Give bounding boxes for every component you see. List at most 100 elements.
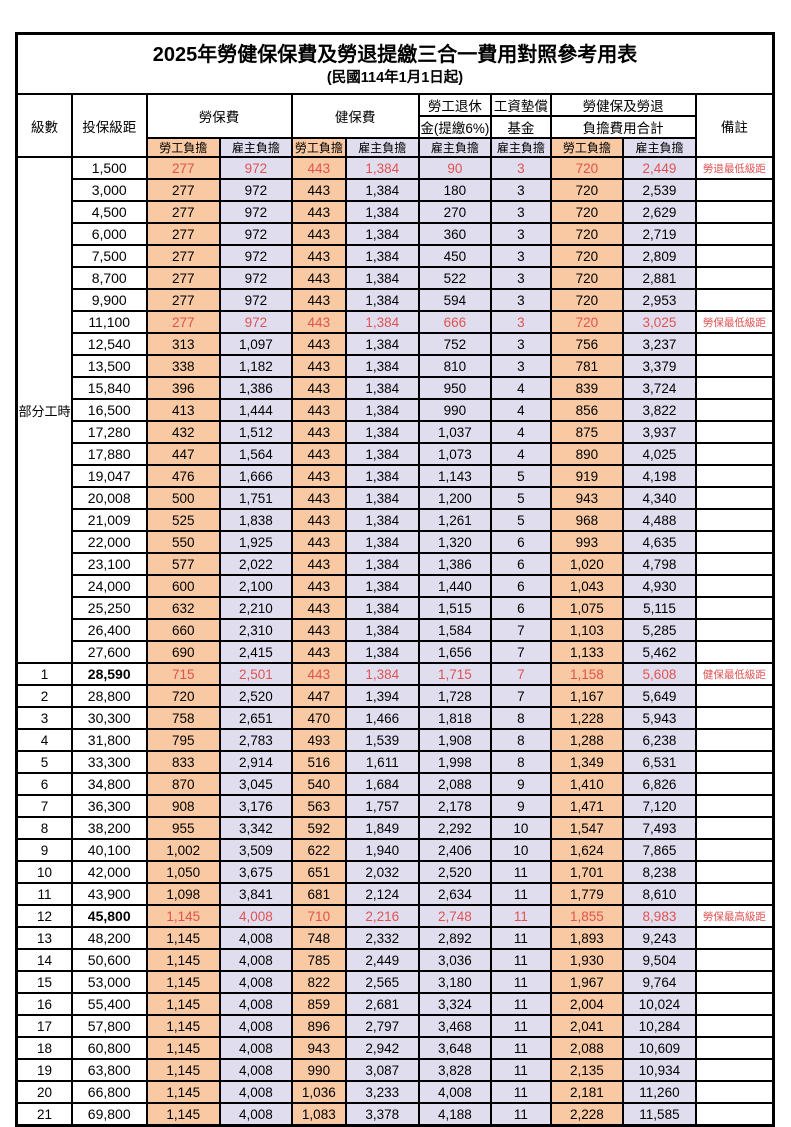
value-cell: 443: [290, 464, 348, 488]
value-cell: 11: [490, 904, 552, 928]
salary-cell: 42,000: [70, 860, 148, 884]
value-cell: 1,037: [417, 420, 493, 444]
value-cell: 1,384: [345, 200, 420, 224]
value-cell: 1,036: [290, 1080, 348, 1104]
table-row: 19,047 476 1,666 443 1,384 1,143 5 919 4,198: [17, 464, 775, 488]
value-cell: 447: [290, 684, 348, 708]
value-cell: 3: [490, 266, 552, 290]
value-cell: 450: [417, 244, 493, 268]
value-cell: 1,158: [549, 662, 625, 686]
value-cell: 3,025: [622, 310, 697, 334]
value-cell: 2,809: [622, 244, 697, 268]
value-cell: 2,088: [417, 772, 493, 796]
level-cell: 19: [15, 1058, 73, 1082]
value-cell: 7: [490, 684, 552, 708]
value-cell: 943: [290, 1036, 348, 1060]
level-cell: 16: [15, 992, 73, 1016]
header-row-1: 級數 投保級距 勞保費 健保費 勞工退休 工資墊償 勞健保及勞退 備註: [15, 93, 775, 158]
value-cell: 908: [145, 794, 222, 818]
value-cell: 90: [417, 156, 493, 180]
table-row: 12 45,800 1,145 4,008 710 2,216 2,748 11 1,855 8,…: [15, 904, 775, 928]
salary-cell: 11,100: [70, 310, 148, 334]
note-cell: [694, 948, 775, 972]
value-cell: 748: [290, 926, 348, 950]
table-row: 10 42,000 1,050 3,675 651 2,032 2,520 11 1,701 8,…: [15, 860, 775, 884]
note-cell: [694, 816, 775, 840]
table-row: 5 33,300 833 2,914 516 1,611 1,998 8 1,349 6,531: [15, 750, 775, 774]
salary-cell: 43,900: [70, 882, 148, 906]
level-cell: 2: [15, 684, 73, 708]
table-row: 4 31,800 795 2,783 493 1,539 1,908 8 1,288 6,238: [15, 728, 775, 752]
note-cell: [694, 860, 775, 884]
value-cell: 3,087: [345, 1058, 420, 1082]
value-cell: 443: [290, 420, 348, 444]
table-row: 3 30,300 758 2,651 470 1,466 1,818 8 1,228 5,943: [15, 706, 775, 730]
value-cell: 690: [145, 640, 222, 664]
value-cell: 270: [417, 200, 493, 224]
value-cell: 7,493: [622, 816, 697, 840]
value-cell: 3,509: [219, 838, 293, 862]
value-cell: 1,384: [345, 332, 420, 356]
value-cell: 972: [219, 200, 293, 224]
value-cell: 3,176: [219, 794, 293, 818]
note-cell: [694, 772, 775, 796]
note-cell: [694, 552, 775, 576]
value-cell: 2,178: [417, 794, 493, 818]
value-cell: 972: [219, 310, 293, 334]
value-cell: 4: [490, 376, 552, 400]
value-cell: 2,292: [417, 816, 493, 840]
level-cell: 9: [15, 838, 73, 862]
value-cell: 1,384: [345, 486, 420, 510]
value-cell: 443: [290, 398, 348, 422]
table-row: 部分工時 1,500 277 972 443 1,384 90 3 720 2,449 勞退最低級距: [15, 156, 775, 664]
value-cell: 839: [549, 376, 625, 400]
salary-cell: 63,800: [70, 1058, 148, 1082]
table-row: 9 40,100 1,002 3,509 622 1,940 2,406 10 1,624 7,8…: [15, 838, 775, 862]
table-row: 7 36,300 908 3,176 563 1,757 2,178 9 1,471 7,120: [15, 794, 775, 818]
value-cell: 1,384: [345, 156, 420, 180]
salary-cell: 27,600: [70, 640, 148, 664]
col-header-total-line2: 負擔費用合計: [549, 115, 697, 139]
value-cell: 1,940: [345, 838, 420, 862]
note-cell: [694, 266, 775, 290]
salary-cell: 40,100: [70, 838, 148, 862]
value-cell: 3,937: [622, 420, 697, 444]
note-cell: [694, 222, 775, 246]
note-cell: [694, 640, 775, 664]
salary-cell: 66,800: [70, 1080, 148, 1104]
level-cell: 1: [15, 662, 73, 686]
value-cell: 1,715: [417, 662, 493, 686]
value-cell: 1,145: [145, 992, 222, 1016]
table-row: 13,500 338 1,182 443 1,384 810 3 781 3,379: [17, 354, 775, 378]
value-cell: 4,008: [219, 1080, 293, 1104]
value-cell: 4,008: [219, 948, 293, 972]
value-cell: 563: [290, 794, 348, 818]
value-cell: 795: [145, 728, 222, 752]
note-cell: [694, 618, 775, 642]
salary-cell: 57,800: [70, 1014, 148, 1038]
salary-cell: 26,400: [70, 618, 148, 642]
level-cell: 8: [15, 816, 73, 840]
salary-cell: 13,500: [70, 354, 148, 378]
value-cell: 9,243: [622, 926, 697, 950]
value-cell: 4,008: [219, 1102, 293, 1127]
value-cell: 2,210: [219, 596, 293, 620]
note-cell: [694, 530, 775, 554]
salary-cell: 16,500: [70, 398, 148, 422]
value-cell: 3: [490, 244, 552, 268]
value-cell: 1,440: [417, 574, 493, 598]
value-cell: 443: [290, 222, 348, 246]
value-cell: 1,564: [219, 442, 293, 466]
value-cell: 5: [490, 508, 552, 532]
subheader-total-employee: 勞工負擔: [549, 137, 625, 158]
note-cell: [694, 1036, 775, 1060]
value-cell: 720: [549, 156, 625, 180]
value-cell: 1,466: [345, 706, 420, 730]
value-cell: 666: [417, 310, 493, 334]
level-cell: 5: [15, 750, 73, 774]
value-cell: 1,394: [345, 684, 420, 708]
value-cell: 277: [145, 200, 222, 224]
value-cell: 972: [219, 288, 293, 312]
value-cell: 2,565: [345, 970, 420, 994]
value-cell: 5: [490, 464, 552, 488]
